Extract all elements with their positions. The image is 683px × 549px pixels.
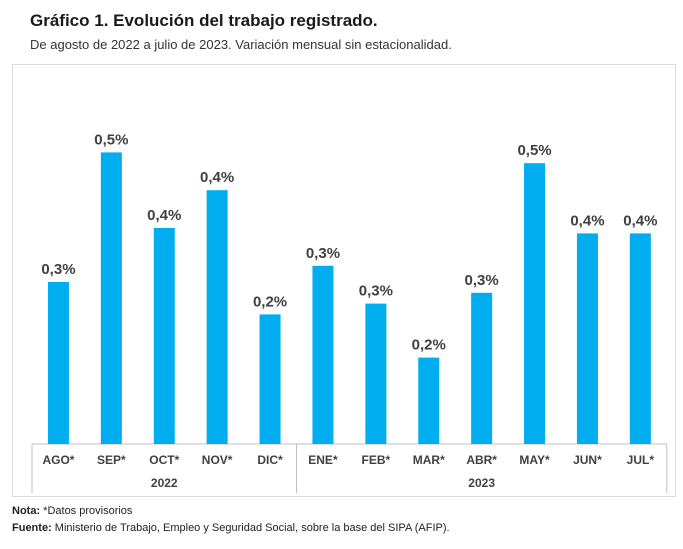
bar bbox=[153, 228, 175, 444]
source-text: Ministerio de Trabajo, Empleo y Segurida… bbox=[51, 522, 450, 534]
value-label: 0,5% bbox=[94, 131, 128, 148]
x-tick-label: MAR* bbox=[413, 453, 445, 467]
bar bbox=[629, 233, 651, 444]
year-group-label: 2023 bbox=[468, 476, 495, 490]
x-tick-label: AGO* bbox=[42, 453, 74, 467]
chart-subtitle: De agosto de 2022 a julio de 2023. Varia… bbox=[30, 37, 452, 52]
bar bbox=[524, 163, 546, 444]
bar bbox=[312, 265, 334, 444]
bar bbox=[365, 303, 387, 444]
value-label: 0,3% bbox=[41, 261, 75, 278]
x-tick-label: SEP* bbox=[97, 453, 126, 467]
bar bbox=[47, 282, 69, 444]
chart-frame bbox=[12, 64, 676, 497]
x-tick-label: MAY* bbox=[519, 453, 550, 467]
value-label: 0,3% bbox=[465, 272, 499, 289]
x-tick-label: JUN* bbox=[573, 453, 602, 467]
source-label: Fuente: bbox=[12, 522, 52, 534]
x-tick-label: DIC* bbox=[257, 453, 283, 467]
bar bbox=[418, 357, 440, 444]
note-label: Nota: bbox=[12, 505, 41, 517]
bar bbox=[100, 152, 122, 444]
bar bbox=[206, 190, 228, 444]
value-label: 0,4% bbox=[200, 169, 234, 186]
value-label: 0,3% bbox=[306, 245, 340, 262]
value-label: 0,4% bbox=[570, 212, 604, 229]
value-label: 0,3% bbox=[359, 283, 393, 300]
note-text: *Datos provisorios bbox=[40, 505, 133, 517]
source-line: Fuente: Ministerio de Trabajo, Empleo y … bbox=[12, 522, 450, 534]
x-tick-label: ABR* bbox=[466, 453, 497, 467]
value-label: 0,2% bbox=[253, 293, 287, 310]
x-tick-label: FEB* bbox=[362, 453, 391, 467]
x-tick-label: ENE* bbox=[308, 453, 338, 467]
bar bbox=[576, 233, 598, 444]
value-label: 0,5% bbox=[517, 142, 551, 159]
bar bbox=[471, 292, 493, 444]
year-group-label: 2022 bbox=[151, 476, 178, 490]
bar bbox=[259, 314, 281, 444]
chart-title: Gráfico 1. Evolución del trabajo registr… bbox=[30, 11, 378, 30]
x-tick-label: OCT* bbox=[149, 453, 179, 467]
value-label: 0,2% bbox=[412, 337, 446, 354]
value-label: 0,4% bbox=[147, 207, 181, 224]
value-label: 0,4% bbox=[623, 212, 657, 229]
x-tick-label: JUL* bbox=[627, 453, 655, 467]
note-line: Nota: *Datos provisorios bbox=[12, 505, 132, 517]
x-tick-label: NOV* bbox=[202, 453, 233, 467]
